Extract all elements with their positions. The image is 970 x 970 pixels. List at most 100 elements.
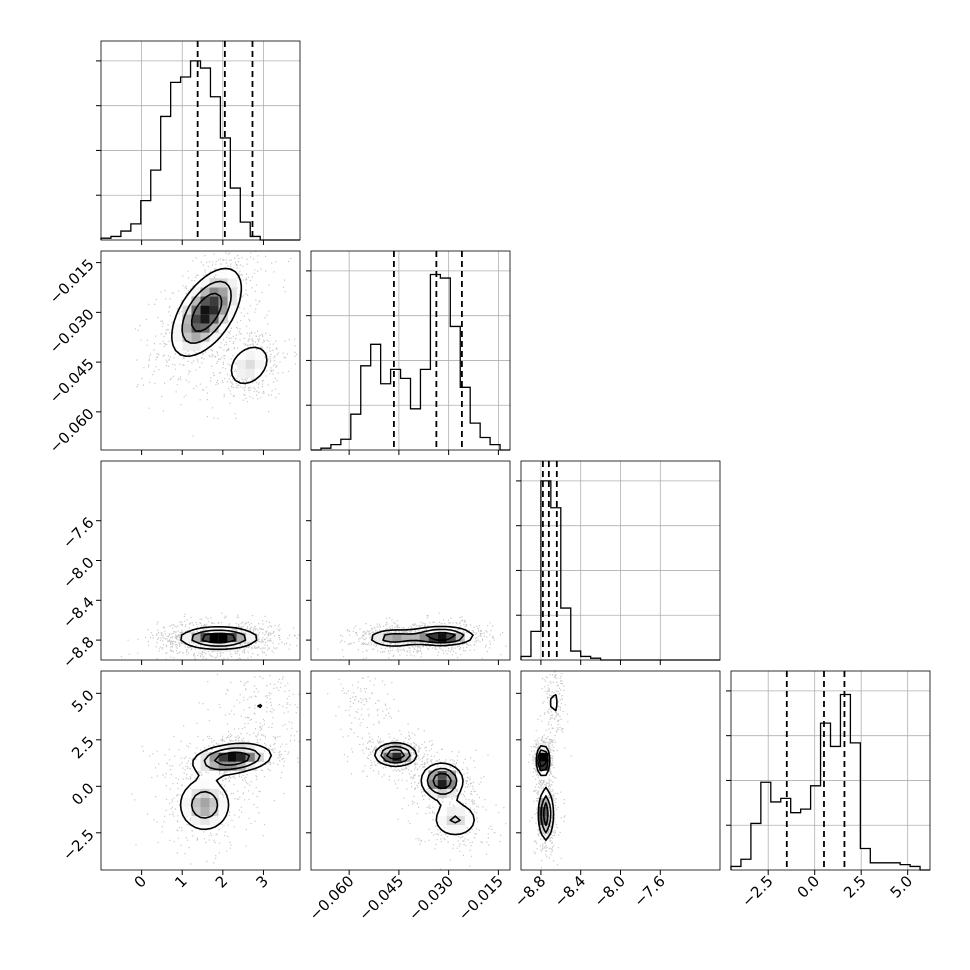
density-cell-bg	[245, 350, 256, 360]
density-cell	[182, 632, 192, 643]
contour-line-2	[386, 749, 452, 790]
density-cell	[419, 632, 429, 643]
density-cell	[446, 788, 457, 798]
density-cell	[428, 779, 438, 789]
density-cell	[218, 632, 228, 643]
density-cell	[401, 632, 411, 643]
y-tick-label: 0.0	[68, 779, 98, 809]
density-cell	[218, 305, 228, 315]
density-cell-bg	[245, 359, 256, 369]
density-cell-bg	[446, 770, 457, 780]
density-cell-bg	[236, 368, 247, 378]
density-cell	[218, 287, 228, 297]
density-cell-bg	[401, 752, 411, 762]
density-cell	[182, 797, 192, 807]
density-cell	[191, 305, 201, 315]
density-cell	[429, 624, 438, 633]
y-tick-label: −0.045	[46, 355, 98, 407]
contour-line-0	[171, 267, 268, 385]
histogram-panel-3	[726, 670, 931, 875]
density-cell-bg	[437, 761, 447, 771]
x-tick-label: 2	[212, 872, 231, 891]
density-cell-bg	[200, 341, 210, 351]
density-cell	[392, 752, 402, 762]
density-cell-bg	[182, 332, 192, 342]
density-cell-bg	[227, 761, 237, 771]
density-cell	[200, 632, 210, 643]
density-cell	[209, 323, 219, 333]
density-cell-bg	[464, 632, 475, 643]
density-cell	[218, 296, 228, 306]
density-cell	[191, 797, 201, 807]
density-cell-bg	[191, 296, 201, 306]
histogram-steps-0	[100, 60, 300, 241]
density-cell	[209, 752, 219, 762]
density-cell-bg	[173, 314, 183, 324]
x-tick-label: 5.0	[887, 872, 917, 902]
density-cell-bg	[227, 296, 237, 306]
density-cell	[245, 359, 256, 369]
density-cell-bg	[539, 743, 549, 753]
density-cell	[182, 807, 191, 816]
density-cell	[245, 368, 256, 378]
density-cell	[219, 798, 228, 807]
histogram-panel-2	[516, 460, 721, 665]
density-cell-bg	[236, 350, 247, 360]
density-cell-bg	[191, 632, 201, 643]
contour-line-1	[191, 629, 247, 647]
density-cell	[191, 323, 201, 333]
density-cell-bg	[200, 752, 210, 762]
panel-frame	[100, 250, 301, 451]
density-cell	[191, 332, 201, 342]
density-cell	[227, 296, 237, 306]
density-cell	[200, 314, 210, 324]
density-cell	[437, 770, 447, 780]
density-cell	[200, 761, 210, 771]
density-cell-bg	[254, 743, 265, 753]
panel-frame	[730, 670, 931, 871]
density-cell-bg	[200, 287, 210, 297]
density-cell-bg	[173, 332, 183, 342]
density-cell	[218, 752, 228, 762]
density-cell	[200, 305, 210, 315]
density-cell-bg	[419, 632, 429, 643]
histogram-steps-3	[730, 693, 930, 871]
density-cell-bg	[218, 761, 228, 771]
density-cell	[245, 752, 256, 762]
joint-panel-1-2	[306, 460, 511, 665]
density-cell-bg	[182, 797, 192, 807]
y-tick-label: −0.015	[46, 256, 98, 308]
density-cell-bg	[245, 761, 256, 771]
panel-frame	[310, 670, 511, 871]
density-cell	[245, 761, 256, 771]
panel-frame	[520, 670, 721, 871]
density-cell	[182, 341, 192, 351]
x-tick-label: −7.6	[630, 872, 668, 910]
density-cell-bg	[182, 632, 192, 643]
panel-frame	[100, 670, 301, 871]
density-cell	[437, 779, 447, 789]
density-cell	[245, 743, 256, 753]
x-tick-label: −2.5	[738, 872, 776, 910]
density-cell	[446, 779, 457, 789]
density-cell	[200, 797, 210, 807]
density-cell-bg	[182, 341, 192, 351]
density-cell	[200, 287, 210, 297]
density-cell	[191, 341, 201, 351]
density-cell-bg	[209, 788, 219, 798]
density-cell	[200, 296, 210, 306]
histogram-panel-0	[96, 40, 301, 245]
density-cell	[201, 780, 210, 789]
density-cell-bg	[191, 815, 201, 826]
density-cell-bg	[218, 287, 228, 297]
density-cell-bg	[539, 788, 549, 798]
density-cell	[209, 296, 219, 306]
density-cell-bg	[200, 788, 210, 798]
contour-line-1	[537, 749, 552, 834]
density-cell	[245, 350, 256, 360]
density-cell	[428, 770, 438, 780]
density-cell-bg	[383, 632, 393, 643]
y-tick-label: −7.6	[59, 514, 97, 552]
density-cell-bg	[182, 788, 192, 798]
x-tick-label: 3	[252, 872, 271, 891]
